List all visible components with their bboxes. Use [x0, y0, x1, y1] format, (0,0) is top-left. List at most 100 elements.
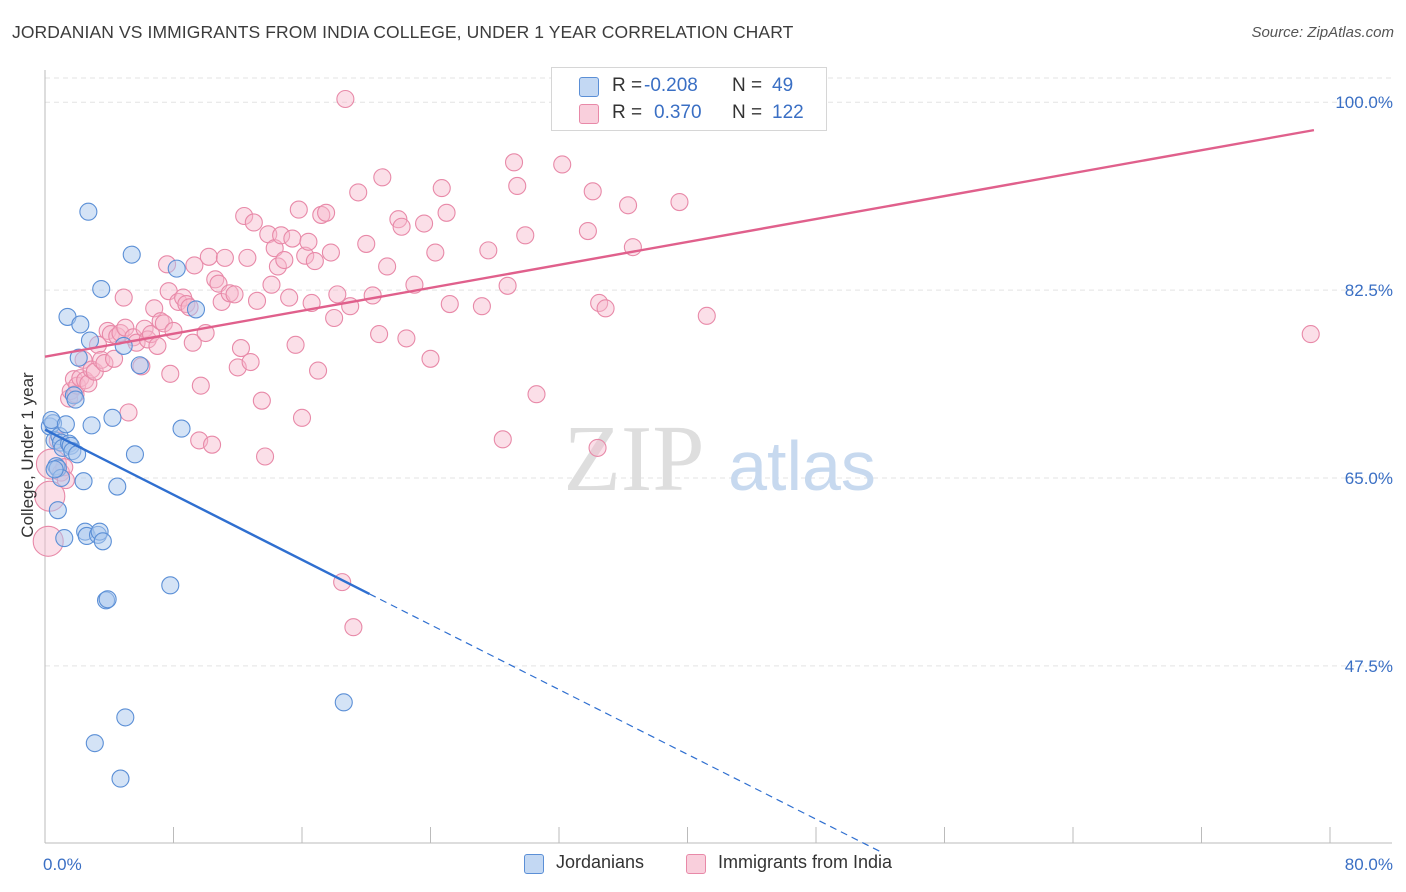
series-india-points [32, 89, 1320, 637]
watermark: ZIP atlas [564, 407, 876, 511]
data-point-india [363, 286, 382, 305]
data-point-india [588, 438, 607, 457]
legend-r-label: R = [612, 102, 643, 123]
data-point-india [161, 364, 180, 383]
data-point-india [440, 294, 459, 314]
data-point-jordanian [186, 300, 206, 319]
y-tick-label: 65.0% [1345, 469, 1393, 488]
data-point-india [95, 354, 114, 373]
data-point-india [373, 168, 392, 187]
data-point-jordanian [82, 416, 101, 435]
legend-n-label: N = [732, 75, 763, 96]
data-point-india [670, 193, 689, 212]
data-point-india [119, 403, 138, 422]
data-point-india [378, 257, 397, 276]
legend-label-jordanians: Jordanians [556, 852, 645, 872]
data-point-jordanian [125, 445, 144, 464]
data-point-india [1301, 325, 1320, 344]
data-point-india [164, 321, 183, 340]
data-point-jordanian [71, 315, 90, 334]
data-point-jordanian [79, 202, 98, 221]
tick-labels: 47.5% 65.0% 82.5% 100.0% 0.0% 80.0% [43, 93, 1393, 874]
data-point-jordanian [56, 415, 75, 434]
trend-line-jordanian-extrapolated [369, 593, 881, 853]
chart-title: JORDANIAN VS IMMIGRANTS FROM INDIA COLLE… [12, 22, 794, 42]
data-point-india [241, 352, 260, 372]
data-point-india [114, 288, 133, 307]
data-point-india [231, 339, 251, 358]
data-point-india [305, 252, 324, 271]
data-point-india [426, 243, 445, 262]
data-point-india [203, 435, 222, 454]
data-point-india [252, 391, 271, 410]
data-point-india [344, 618, 363, 637]
stats-legend: R = -0.208 N = 49 R = 0.370 N = 122 [551, 67, 827, 131]
watermark-zip: ZIP [564, 407, 705, 511]
data-point-india [151, 312, 170, 331]
legend-r-label: R = [612, 75, 643, 96]
data-point-india [183, 333, 202, 352]
x-tick-label-max: 80.0% [1345, 855, 1393, 874]
legend-r-value: 0.370 [654, 102, 702, 123]
data-point-india [272, 226, 291, 245]
data-point-india [370, 325, 389, 344]
trend-line-jordanian [44, 428, 371, 595]
data-point-india [516, 226, 535, 245]
data-point-india [286, 335, 305, 354]
data-point-india [268, 257, 287, 276]
data-point-india [309, 361, 328, 380]
axes [44, 70, 1392, 844]
data-point-india [504, 153, 524, 172]
data-point-india [357, 234, 376, 253]
data-point-jordanian [167, 259, 186, 278]
data-point-jordanian [66, 390, 85, 409]
data-point-india [191, 376, 210, 395]
legend-n-value: 122 [772, 102, 804, 123]
data-point-india [289, 200, 308, 219]
data-point-india [225, 285, 244, 304]
data-point-jordanian [55, 529, 74, 548]
data-point-india [262, 275, 281, 294]
legend-n-value: 49 [772, 75, 794, 96]
data-point-india [619, 196, 638, 215]
data-point-india [215, 248, 234, 267]
y-tick-label: 100.0% [1335, 93, 1393, 112]
data-point-india [437, 203, 456, 222]
data-point-jordanian [85, 734, 104, 753]
data-point-india [92, 350, 111, 369]
data-point-india [238, 248, 257, 267]
gridlines [45, 77, 1392, 667]
data-point-india [527, 385, 546, 404]
data-point-jordanian [122, 245, 141, 264]
legend-n-label: N = [732, 102, 763, 123]
data-point-india [292, 408, 312, 427]
data-point-india [148, 336, 167, 355]
y-axis-label: College, Under 1 year [18, 372, 37, 538]
legend-label-india: Immigrants from India [718, 852, 893, 872]
data-point-jordanian [334, 693, 353, 712]
data-point-india [432, 179, 451, 198]
data-point-india [508, 176, 527, 195]
data-point-india [583, 182, 602, 201]
legend-swatch-blue [524, 854, 544, 874]
data-point-jordanian [69, 348, 88, 367]
data-point-india [349, 183, 368, 202]
legend-swatch-pink [579, 104, 599, 124]
trend-lines [44, 128, 1315, 853]
data-point-india [596, 299, 615, 318]
data-point-india [493, 430, 512, 449]
legend-r-value: -0.208 [644, 75, 698, 96]
data-point-india [325, 308, 344, 328]
data-point-india [185, 256, 204, 275]
data-point-india [317, 203, 336, 222]
data-point-jordanian [92, 279, 111, 299]
data-point-india [247, 291, 267, 310]
data-point-jordanian [114, 336, 133, 355]
data-point-india [498, 276, 517, 295]
y-tick-label: 82.5% [1345, 281, 1393, 300]
data-point-india [553, 155, 572, 174]
data-point-india [199, 247, 218, 266]
legend-swatch-blue [579, 77, 599, 97]
source-label: Source: ZipAtlas.com [1251, 24, 1394, 41]
